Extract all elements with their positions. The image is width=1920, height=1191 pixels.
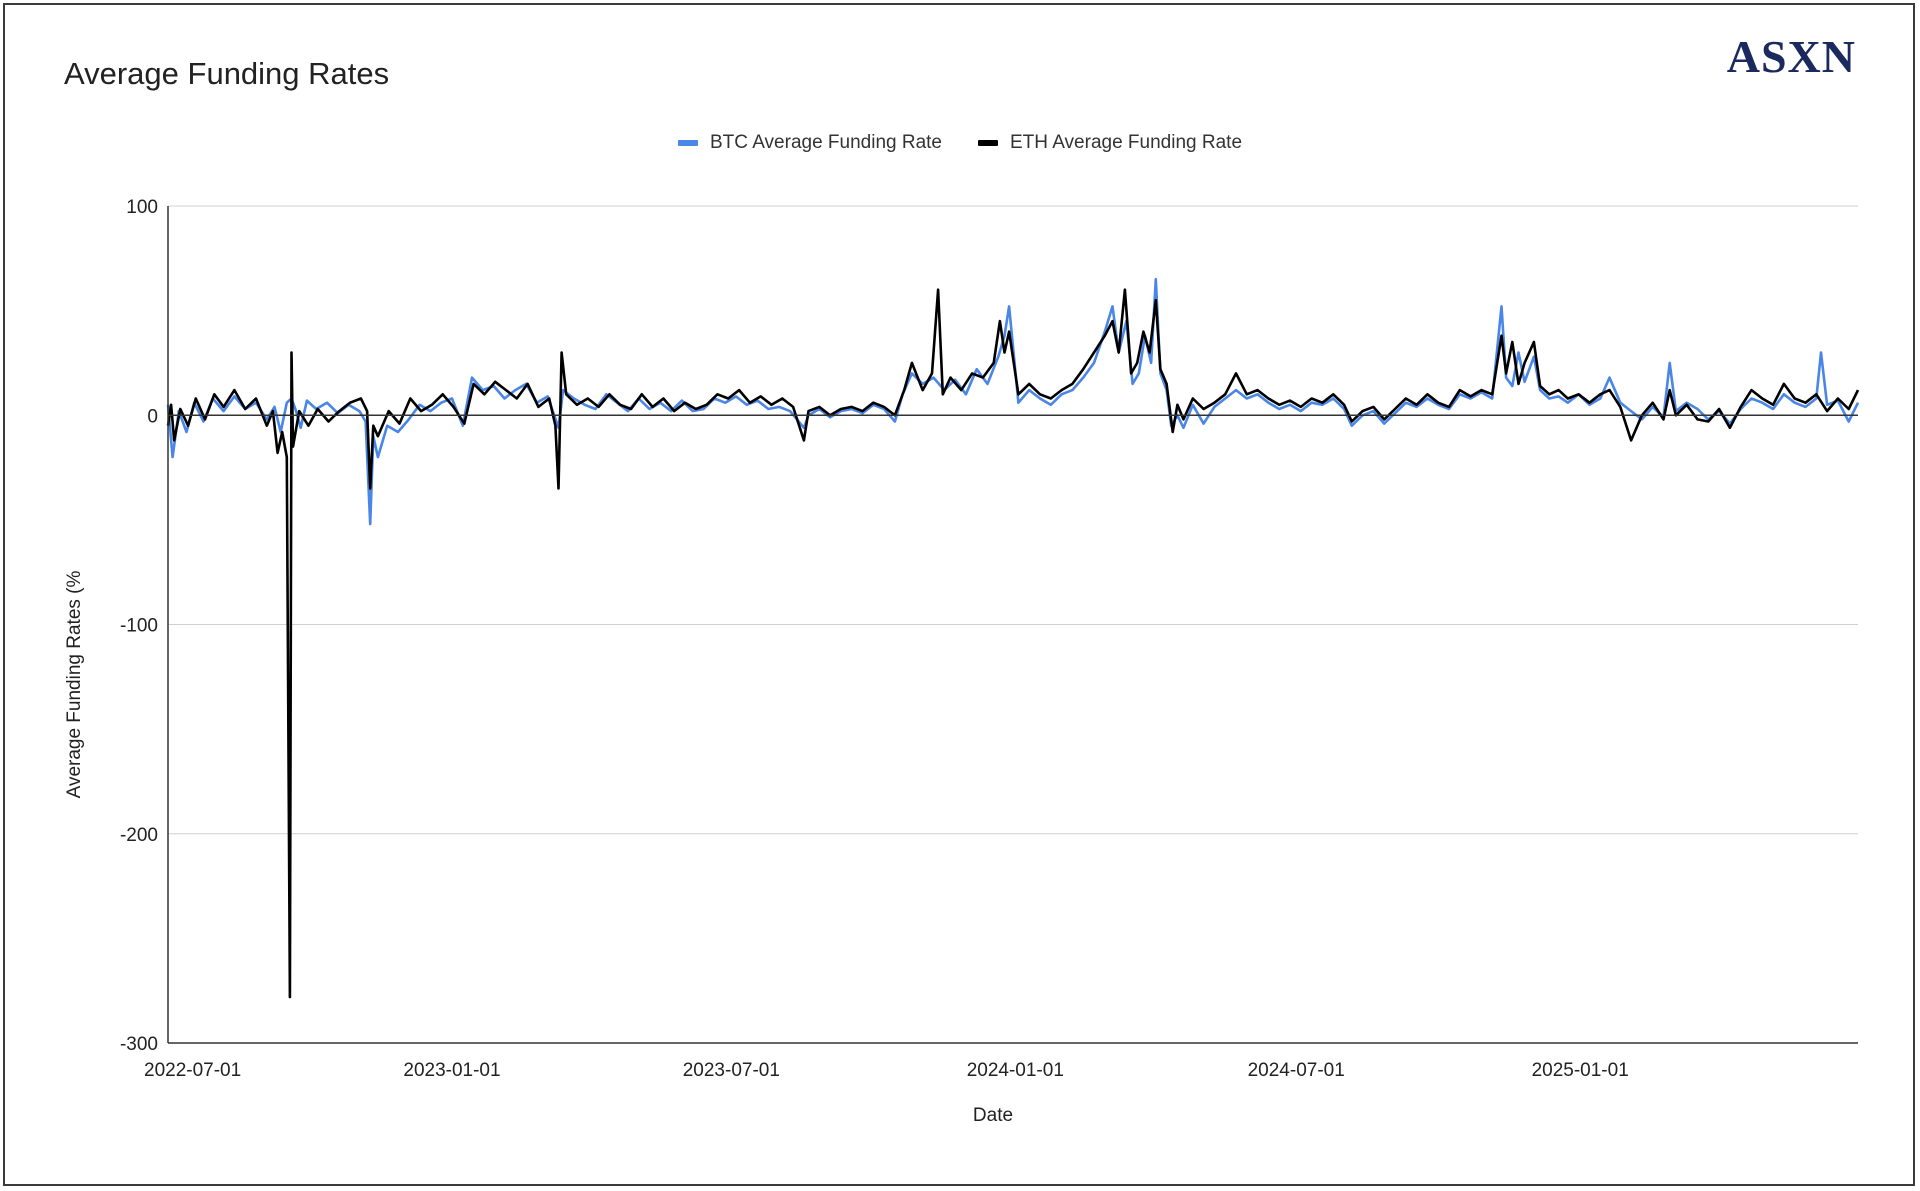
x-tick-label: 2023-01-01 (403, 1060, 500, 1081)
x-tick-label: 2022-07-01 (144, 1060, 241, 1081)
brand-logo: ASXN (1726, 31, 1856, 82)
chart-frame (3, 3, 1915, 1186)
legend-item-btc[interactable]: BTC Average Funding Rate (677, 132, 942, 154)
y-tick-label: 0 (147, 406, 158, 427)
y-tick-label: -100 (120, 616, 158, 637)
series-lines (166, 277, 1860, 999)
y-tick-labels: 100 0 -100 -200 -300 (120, 197, 158, 1055)
y-tick-label: -300 (120, 1034, 158, 1055)
x-tick-label: 2025-01-01 (1532, 1060, 1629, 1081)
x-tick-labels: 2022-07-01 2023-01-01 2023-07-01 2024-01-01… (144, 1060, 1629, 1081)
gridlines (168, 205, 1858, 1044)
legend-label-eth: ETH Average Funding Rate (1010, 132, 1243, 153)
series-line-eth (166, 288, 1860, 999)
legend-swatch-eth (978, 140, 998, 146)
y-tick-label: 100 (126, 197, 158, 218)
legend-label-btc: BTC Average Funding Rate (709, 132, 942, 153)
y-tick-label: -200 (120, 825, 158, 846)
x-axis-label: Date (973, 1105, 1013, 1126)
x-tick-label: 2023-07-01 (683, 1060, 780, 1081)
x-tick-label: 2024-01-01 (967, 1060, 1064, 1081)
legend-swatch-btc (677, 140, 698, 146)
series-line-btc (166, 277, 1860, 526)
y-axis-label: Average Funding Rates (% (64, 571, 85, 799)
x-tick-label: 2024-07-01 (1248, 1060, 1345, 1081)
chart-title: Average Funding Rates (64, 56, 390, 91)
legend-item-eth[interactable]: ETH Average Funding Rate (978, 132, 1242, 154)
chart-legend: BTC Average Funding Rate ETH Average Fun… (0, 132, 1920, 154)
